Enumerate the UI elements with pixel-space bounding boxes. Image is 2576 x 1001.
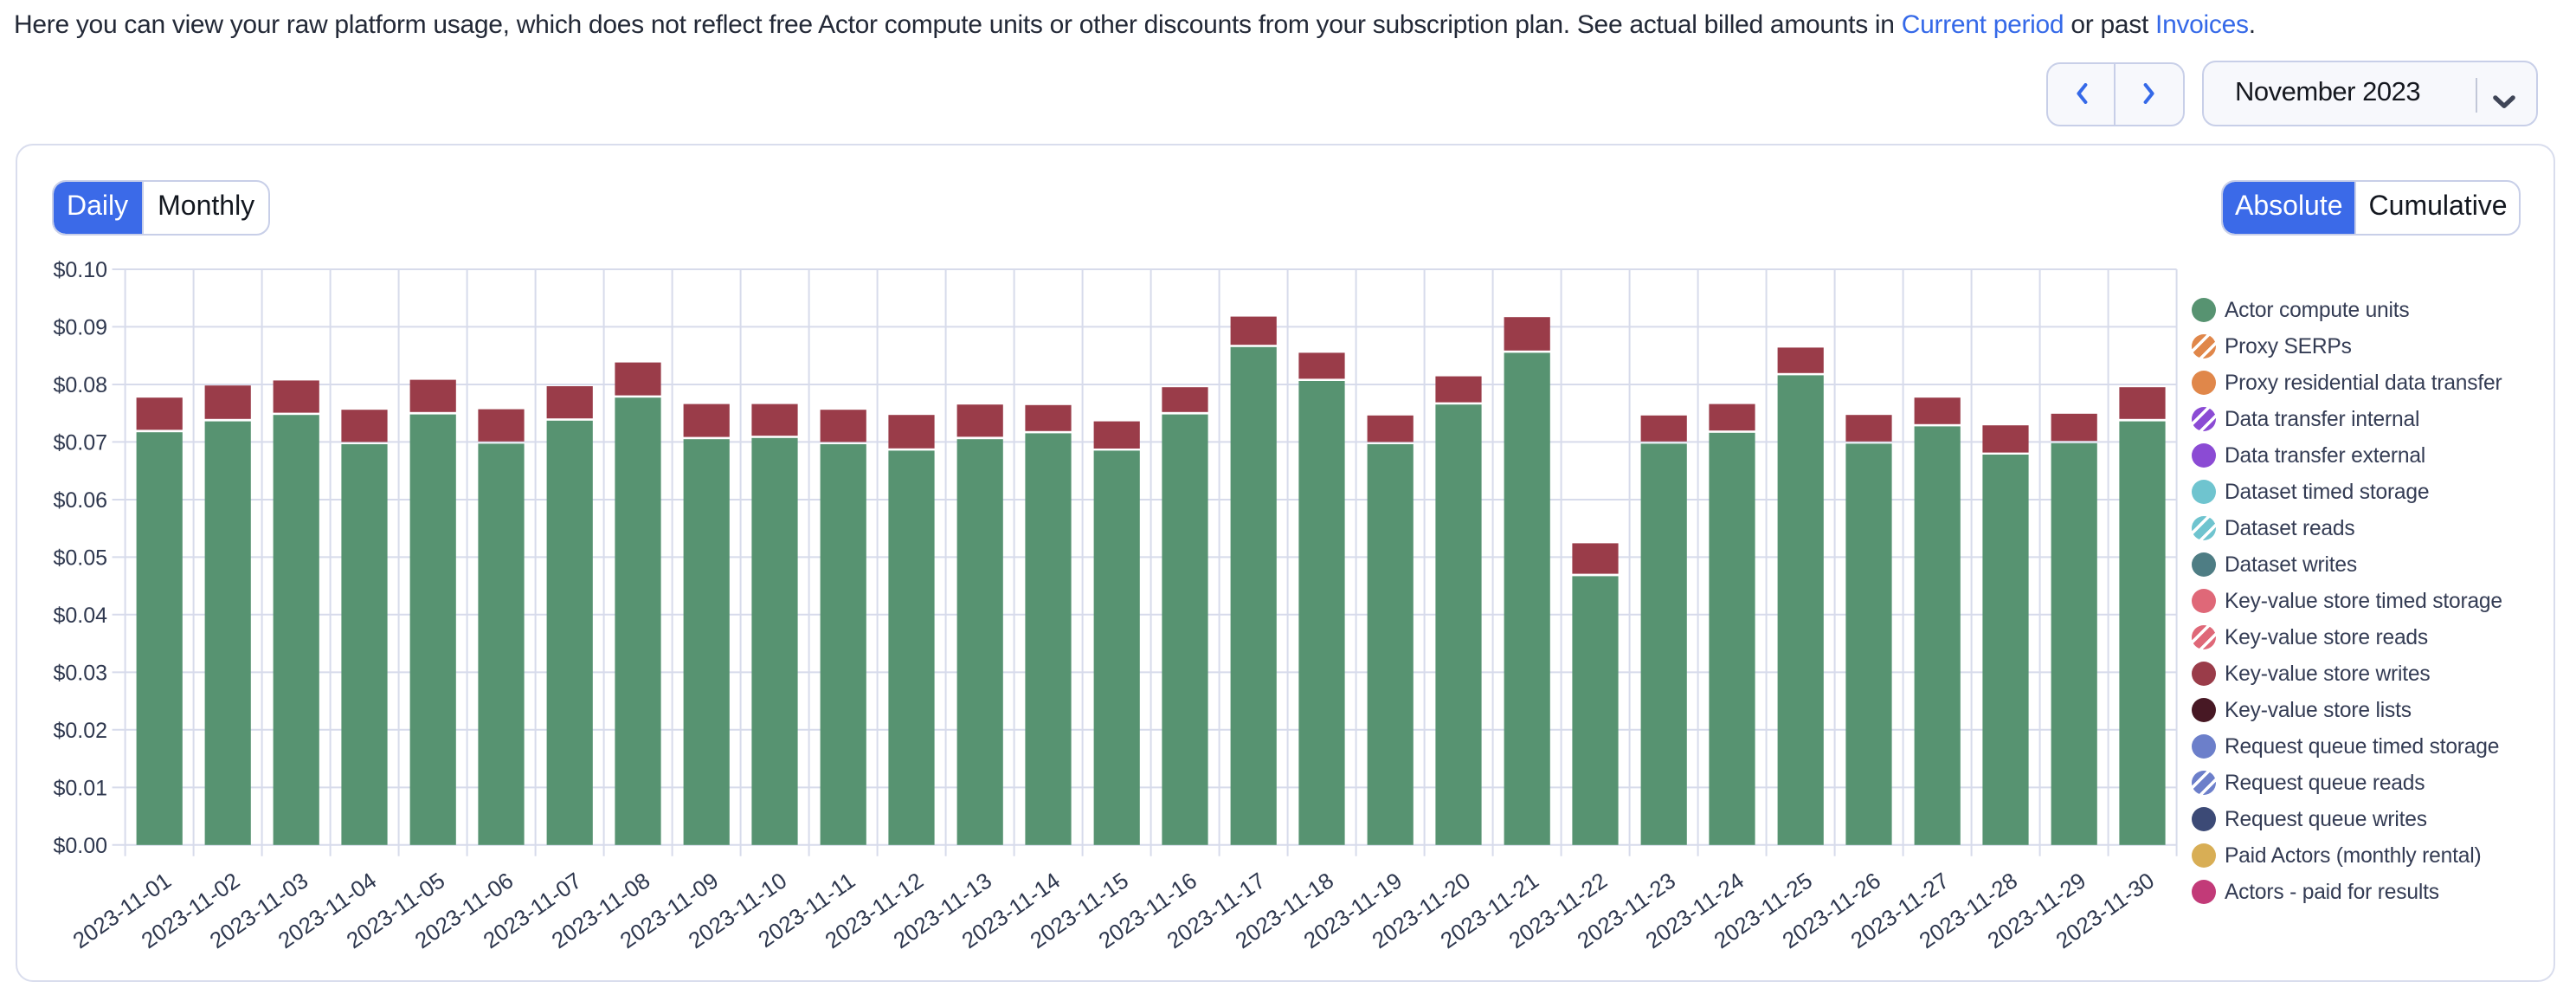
svg-text:$0.10: $0.10 bbox=[53, 258, 107, 282]
svg-text:$0.05: $0.05 bbox=[53, 546, 107, 571]
svg-text:$0.03: $0.03 bbox=[53, 662, 107, 686]
svg-text:$0.00: $0.00 bbox=[53, 834, 107, 858]
svg-text:$0.09: $0.09 bbox=[53, 316, 107, 340]
svg-text:$0.07: $0.07 bbox=[53, 431, 107, 455]
svg-text:$0.01: $0.01 bbox=[53, 777, 107, 801]
svg-text:$0.04: $0.04 bbox=[53, 604, 107, 628]
svg-text:$0.02: $0.02 bbox=[53, 719, 107, 743]
svg-text:$0.06: $0.06 bbox=[53, 488, 107, 513]
svg-text:$0.08: $0.08 bbox=[53, 373, 107, 397]
